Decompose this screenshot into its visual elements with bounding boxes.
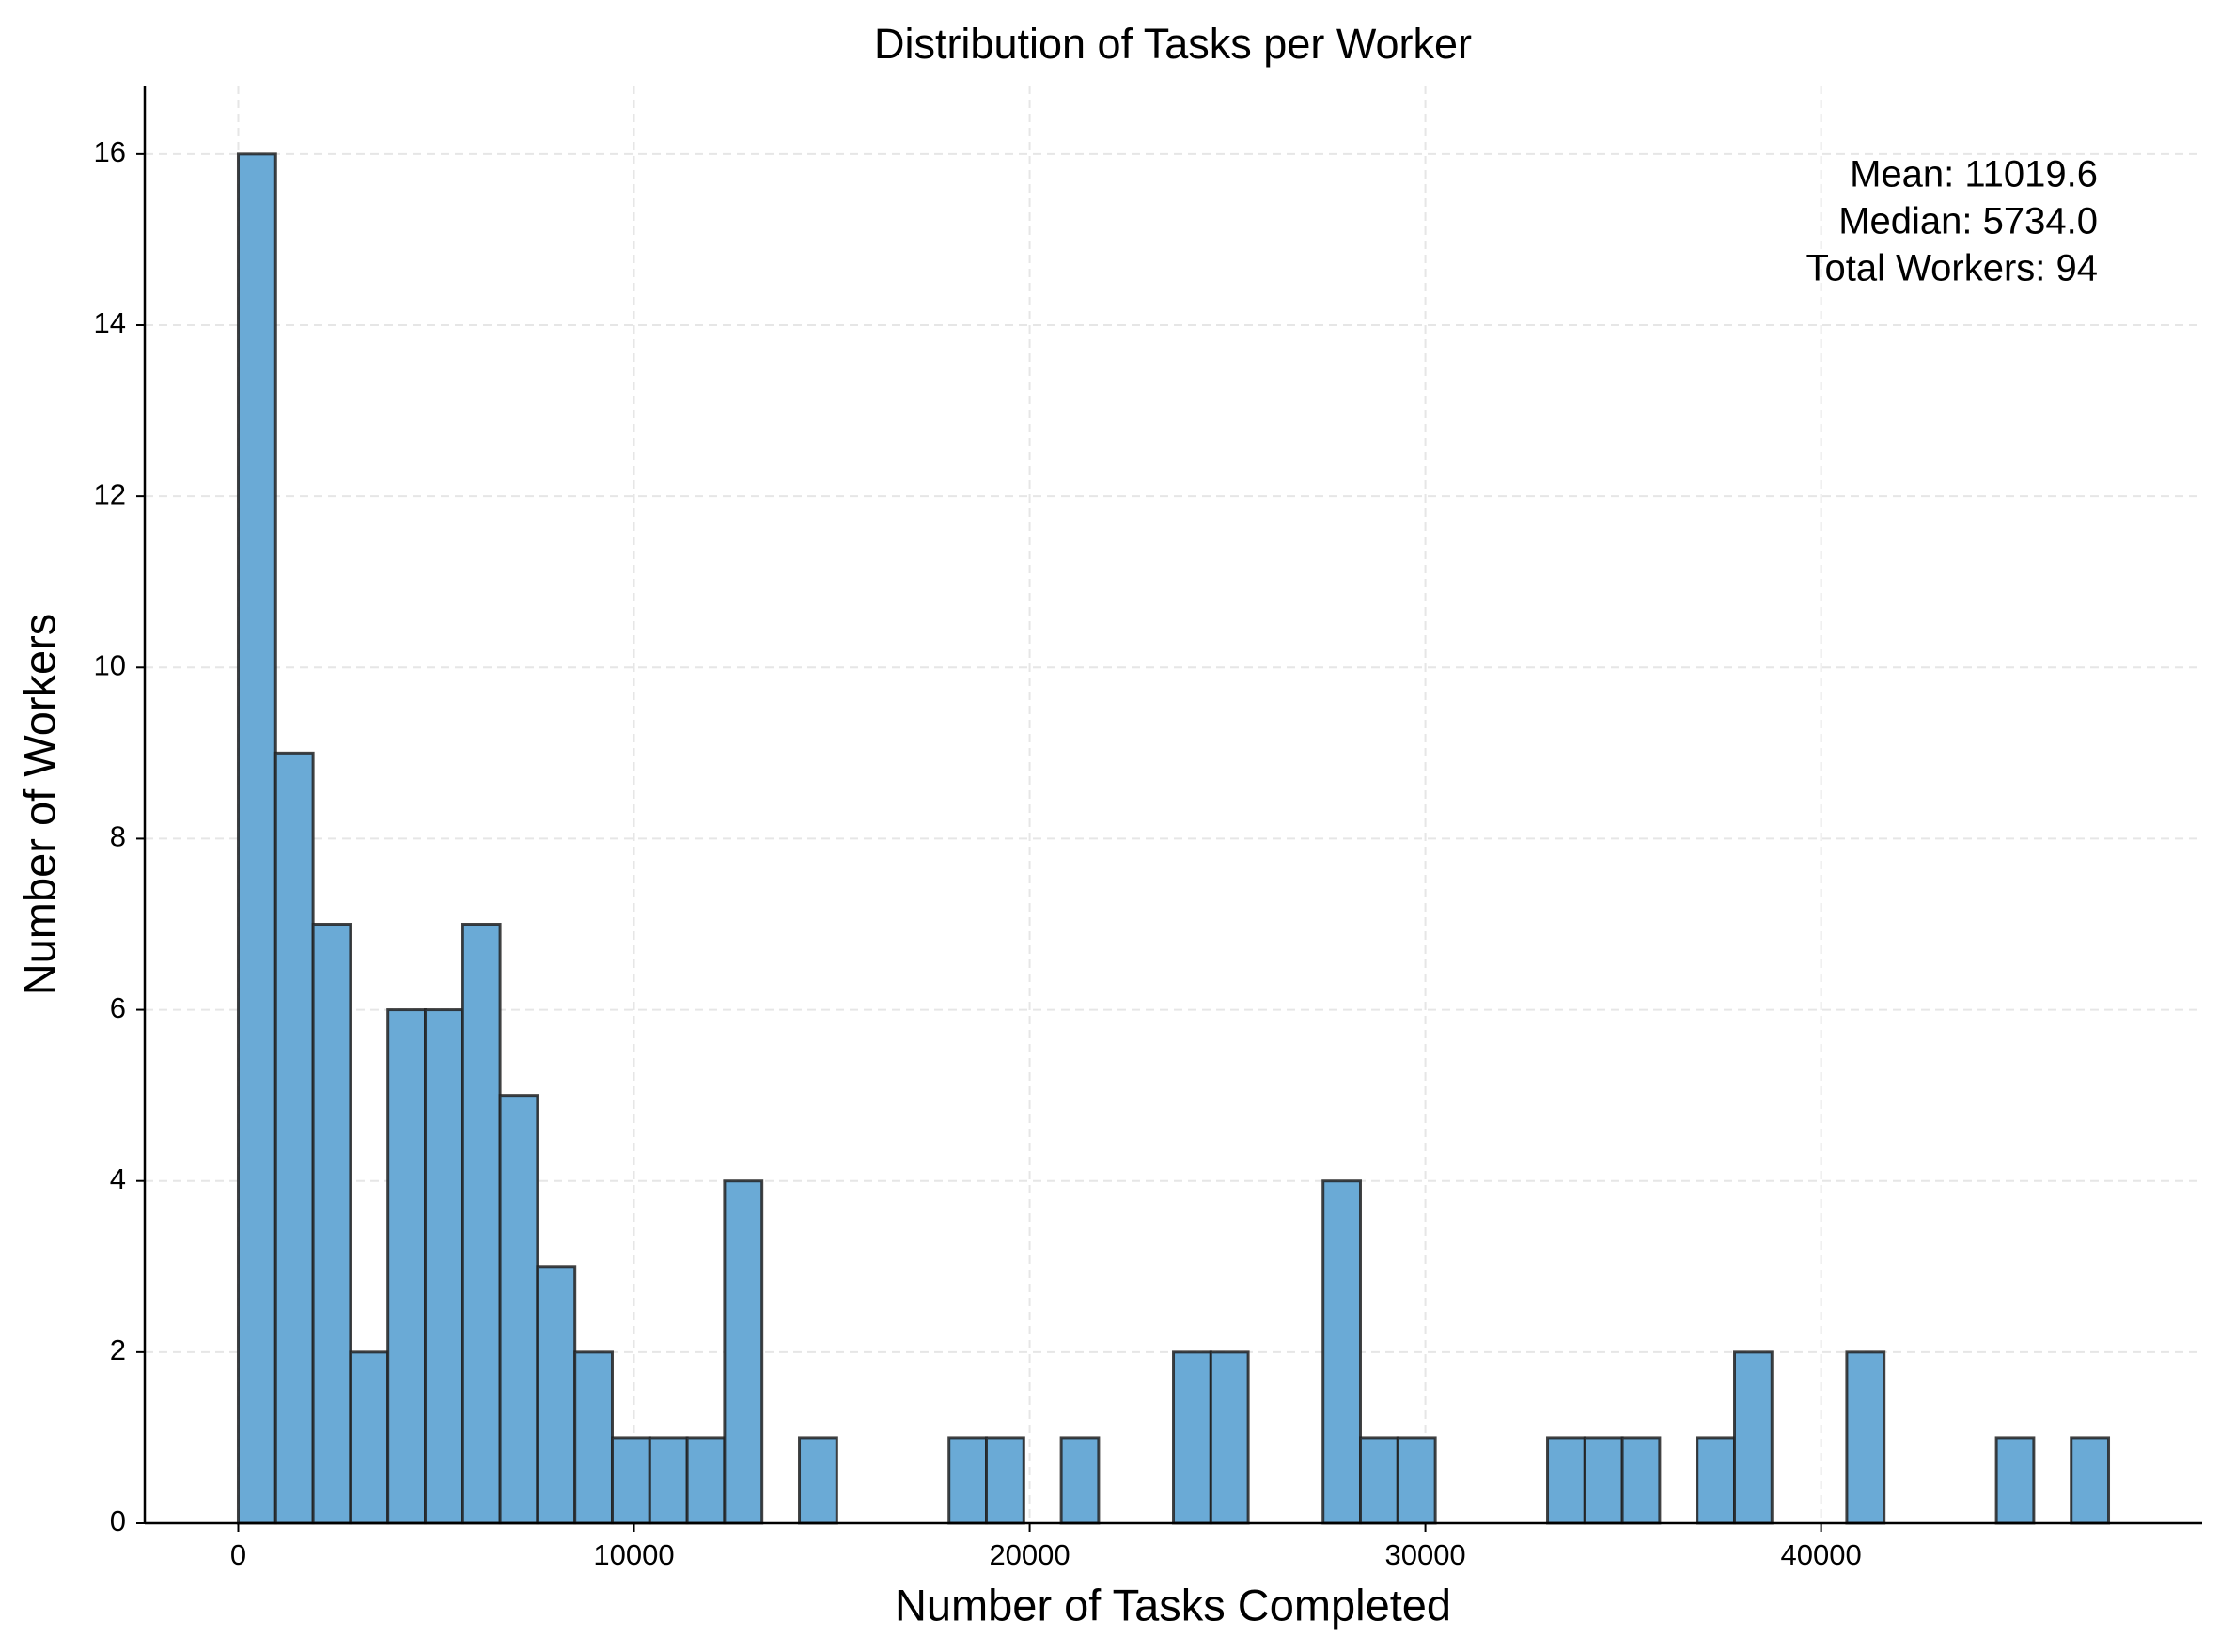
- bar: [1396, 1436, 1437, 1525]
- bar: [573, 1350, 614, 1525]
- x-tick-label: 10000: [593, 1538, 674, 1571]
- y-tick-label: 10: [94, 648, 126, 681]
- bar: [273, 751, 315, 1525]
- y-tick-label: 2: [110, 1333, 126, 1366]
- y-tick-label: 14: [94, 306, 126, 339]
- stats-annotation: Total Workers: 94: [1806, 248, 2099, 289]
- bar: [461, 923, 502, 1525]
- axes: 0 2 4 6 8 10 12 14 16 0 10000 20000 30000 40000: [94, 86, 2202, 1571]
- bar: [2070, 1436, 2111, 1525]
- bar: [1321, 1179, 1363, 1525]
- y-tick-label: 4: [110, 1162, 126, 1195]
- stats-annotation: Median: 5734.0: [1838, 201, 2098, 242]
- bar: [1172, 1350, 1212, 1525]
- bar: [648, 1436, 689, 1525]
- bar: [1209, 1350, 1250, 1525]
- bar: [1845, 1350, 1886, 1525]
- bar: [1546, 1436, 1586, 1525]
- bar: [947, 1436, 988, 1525]
- bar: [1696, 1436, 1737, 1525]
- bar: [1994, 1436, 2036, 1525]
- bar: [498, 1094, 539, 1525]
- bar: [685, 1436, 727, 1525]
- bar: [1359, 1436, 1399, 1525]
- x-tick-label: 20000: [989, 1538, 1070, 1571]
- bar: [984, 1436, 1025, 1525]
- x-tick-label: 40000: [1781, 1538, 1862, 1571]
- stats-annotation: Mean: 11019.6: [1850, 154, 2098, 195]
- y-tick-label: 6: [110, 991, 126, 1024]
- bar: [349, 1350, 390, 1525]
- bar: [1620, 1436, 1662, 1525]
- x-tick-label: 30000: [1384, 1538, 1465, 1571]
- bar: [311, 923, 352, 1525]
- bar: [723, 1179, 764, 1525]
- x-axis-label: Number of Tasks Completed: [895, 1580, 1451, 1629]
- bar: [1583, 1436, 1624, 1525]
- bar: [424, 1008, 464, 1525]
- bar: [1733, 1350, 1774, 1525]
- bar: [236, 152, 277, 1525]
- y-tick-label: 12: [94, 477, 126, 510]
- bar: [1059, 1436, 1101, 1525]
- y-tick-label: 0: [110, 1504, 126, 1537]
- bar: [536, 1265, 577, 1525]
- x-tick-label: 0: [230, 1538, 246, 1571]
- bar: [798, 1436, 838, 1525]
- bar: [386, 1008, 428, 1525]
- y-axis-label: Number of Workers: [14, 614, 64, 996]
- bar: [610, 1436, 651, 1525]
- chart-title: Distribution of Tasks per Worker: [874, 20, 1472, 68]
- y-tick-label: 16: [94, 135, 126, 168]
- y-tick-label: 8: [110, 820, 126, 853]
